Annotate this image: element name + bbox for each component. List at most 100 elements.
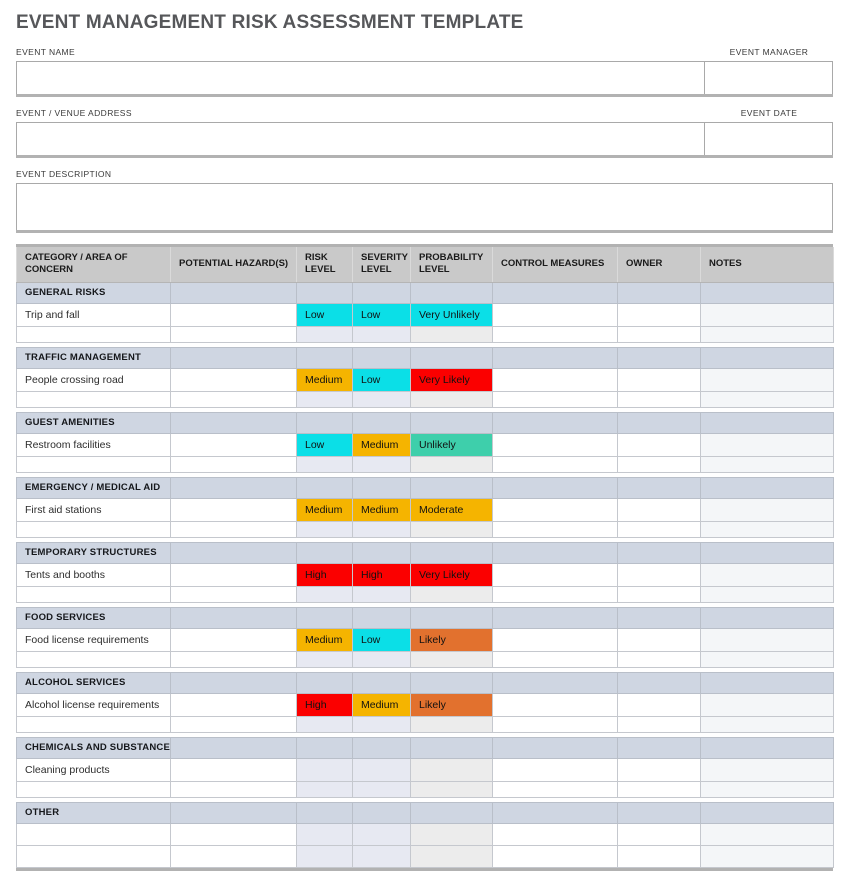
owner-cell[interactable] bbox=[617, 390, 701, 408]
risk-level-cell[interactable] bbox=[296, 325, 353, 343]
probability-level-cell[interactable] bbox=[410, 325, 493, 343]
severity-level-cell[interactable]: Low bbox=[352, 627, 411, 652]
hazard-cell[interactable] bbox=[170, 780, 297, 798]
control-measures-cell[interactable] bbox=[492, 325, 618, 343]
owner-cell[interactable] bbox=[617, 325, 701, 343]
hazard-cell[interactable] bbox=[170, 367, 297, 392]
owner-cell[interactable] bbox=[617, 650, 701, 668]
hazard-cell[interactable] bbox=[170, 757, 297, 782]
control-measures-cell[interactable] bbox=[492, 367, 618, 392]
notes-cell[interactable] bbox=[700, 325, 834, 343]
category-cell[interactable] bbox=[16, 822, 171, 846]
risk-level-cell[interactable]: High bbox=[296, 562, 353, 587]
risk-level-cell[interactable] bbox=[296, 844, 353, 868]
owner-cell[interactable] bbox=[617, 822, 701, 846]
category-cell[interactable]: Restroom facilities bbox=[16, 432, 171, 457]
notes-cell[interactable] bbox=[700, 455, 834, 473]
notes-cell[interactable] bbox=[700, 302, 834, 327]
owner-cell[interactable] bbox=[617, 520, 701, 538]
hazard-cell[interactable] bbox=[170, 432, 297, 457]
owner-cell[interactable] bbox=[617, 757, 701, 782]
severity-level-cell[interactable] bbox=[352, 455, 411, 473]
severity-level-cell[interactable] bbox=[352, 520, 411, 538]
hazard-cell[interactable] bbox=[170, 455, 297, 473]
risk-level-cell[interactable] bbox=[296, 780, 353, 798]
category-cell[interactable] bbox=[16, 650, 171, 668]
risk-level-cell[interactable] bbox=[296, 650, 353, 668]
category-cell[interactable]: Food license requirements bbox=[16, 627, 171, 652]
control-measures-cell[interactable] bbox=[492, 520, 618, 538]
hazard-cell[interactable] bbox=[170, 520, 297, 538]
risk-level-cell[interactable] bbox=[296, 390, 353, 408]
notes-cell[interactable] bbox=[700, 367, 834, 392]
hazard-cell[interactable] bbox=[170, 390, 297, 408]
hazard-cell[interactable] bbox=[170, 822, 297, 846]
severity-level-cell[interactable]: Medium bbox=[352, 692, 411, 717]
hazard-cell[interactable] bbox=[170, 627, 297, 652]
notes-cell[interactable] bbox=[700, 497, 834, 522]
category-cell[interactable] bbox=[16, 780, 171, 798]
risk-level-cell[interactable] bbox=[296, 757, 353, 782]
hazard-cell[interactable] bbox=[170, 562, 297, 587]
event-date-field[interactable] bbox=[705, 122, 833, 155]
control-measures-cell[interactable] bbox=[492, 780, 618, 798]
category-cell[interactable] bbox=[16, 520, 171, 538]
control-measures-cell[interactable] bbox=[492, 585, 618, 603]
probability-level-cell[interactable] bbox=[410, 585, 493, 603]
owner-cell[interactable] bbox=[617, 844, 701, 868]
probability-level-cell[interactable] bbox=[410, 757, 493, 782]
risk-level-cell[interactable] bbox=[296, 715, 353, 733]
control-measures-cell[interactable] bbox=[492, 822, 618, 846]
probability-level-cell[interactable]: Moderate bbox=[410, 497, 493, 522]
control-measures-cell[interactable] bbox=[492, 715, 618, 733]
control-measures-cell[interactable] bbox=[492, 432, 618, 457]
severity-level-cell[interactable] bbox=[352, 822, 411, 846]
probability-level-cell[interactable] bbox=[410, 455, 493, 473]
hazard-cell[interactable] bbox=[170, 325, 297, 343]
probability-level-cell[interactable] bbox=[410, 650, 493, 668]
hazard-cell[interactable] bbox=[170, 715, 297, 733]
hazard-cell[interactable] bbox=[170, 585, 297, 603]
notes-cell[interactable] bbox=[700, 757, 834, 782]
probability-level-cell[interactable]: Unlikely bbox=[410, 432, 493, 457]
probability-level-cell[interactable] bbox=[410, 844, 493, 868]
event-name-field[interactable] bbox=[16, 61, 705, 94]
owner-cell[interactable] bbox=[617, 692, 701, 717]
notes-cell[interactable] bbox=[700, 822, 834, 846]
owner-cell[interactable] bbox=[617, 780, 701, 798]
risk-level-cell[interactable]: Medium bbox=[296, 627, 353, 652]
risk-level-cell[interactable] bbox=[296, 822, 353, 846]
control-measures-cell[interactable] bbox=[492, 390, 618, 408]
control-measures-cell[interactable] bbox=[492, 497, 618, 522]
risk-level-cell[interactable]: Low bbox=[296, 302, 353, 327]
severity-level-cell[interactable]: High bbox=[352, 562, 411, 587]
severity-level-cell[interactable] bbox=[352, 390, 411, 408]
notes-cell[interactable] bbox=[700, 844, 834, 868]
owner-cell[interactable] bbox=[617, 367, 701, 392]
risk-level-cell[interactable] bbox=[296, 455, 353, 473]
severity-level-cell[interactable] bbox=[352, 585, 411, 603]
severity-level-cell[interactable] bbox=[352, 780, 411, 798]
owner-cell[interactable] bbox=[617, 497, 701, 522]
category-cell[interactable]: Alcohol license requirements bbox=[16, 692, 171, 717]
notes-cell[interactable] bbox=[700, 692, 834, 717]
hazard-cell[interactable] bbox=[170, 844, 297, 868]
hazard-cell[interactable] bbox=[170, 692, 297, 717]
event-manager-field[interactable] bbox=[705, 61, 833, 94]
owner-cell[interactable] bbox=[617, 627, 701, 652]
risk-level-cell[interactable] bbox=[296, 585, 353, 603]
owner-cell[interactable] bbox=[617, 585, 701, 603]
control-measures-cell[interactable] bbox=[492, 757, 618, 782]
control-measures-cell[interactable] bbox=[492, 562, 618, 587]
probability-level-cell[interactable] bbox=[410, 520, 493, 538]
category-cell[interactable]: People crossing road bbox=[16, 367, 171, 392]
probability-level-cell[interactable]: Very Likely bbox=[410, 367, 493, 392]
category-cell[interactable]: Tents and booths bbox=[16, 562, 171, 587]
category-cell[interactable] bbox=[16, 585, 171, 603]
severity-level-cell[interactable]: Medium bbox=[352, 432, 411, 457]
notes-cell[interactable] bbox=[700, 432, 834, 457]
severity-level-cell[interactable] bbox=[352, 844, 411, 868]
owner-cell[interactable] bbox=[617, 455, 701, 473]
owner-cell[interactable] bbox=[617, 562, 701, 587]
owner-cell[interactable] bbox=[617, 432, 701, 457]
